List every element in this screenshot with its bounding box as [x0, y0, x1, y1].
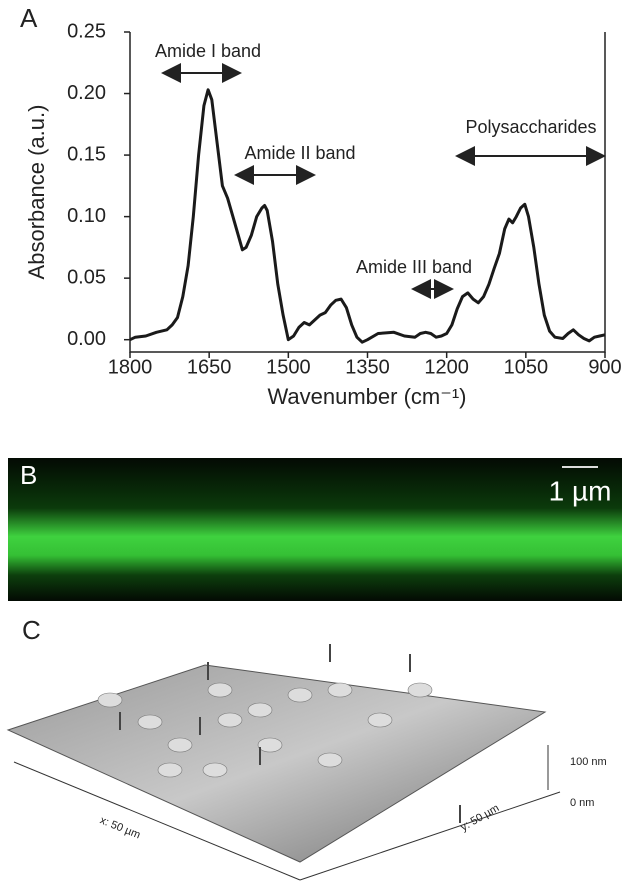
- afm-peak: [257, 737, 283, 753]
- afm-surface: [6, 664, 547, 863]
- afm-peak: [97, 692, 123, 708]
- x-tick-label: 1200: [424, 356, 469, 378]
- afm-peak: [407, 682, 433, 698]
- x-tick-label: 1050: [504, 356, 549, 378]
- x-tick-label: 1650: [187, 356, 232, 378]
- afm-peak: [247, 702, 273, 718]
- annotation: Polysaccharides: [465, 117, 596, 137]
- afm-features: [97, 644, 461, 823]
- afm-peak: [167, 737, 193, 753]
- annotations: Amide I band Amide II band Amide III band P…: [155, 41, 606, 299]
- afm-peak: [137, 714, 163, 730]
- annotation: Amide I band: [155, 41, 261, 61]
- afm-peak: [287, 687, 313, 703]
- y-axis-label: y: 50 µm: [459, 802, 502, 834]
- spectrum-line: [129, 88, 606, 344]
- x-tick-label: 1500: [266, 356, 311, 378]
- afm-peak: [157, 762, 183, 778]
- afm-peak: [217, 712, 243, 728]
- afm-peak: [317, 752, 343, 768]
- scale-bar-label: 1 µm: [549, 475, 612, 506]
- panel-label: A: [20, 3, 38, 33]
- z-tick-label: 100 nm: [570, 756, 607, 768]
- x-axis-label: x: 50 µm: [98, 814, 142, 841]
- fluorescence-image: [8, 458, 622, 601]
- x-tick-label: 1800: [108, 356, 153, 378]
- x-axis-line: [13, 761, 301, 881]
- y-tick-label: 0.00: [67, 328, 106, 350]
- panel-label: C: [22, 615, 41, 645]
- y-tick-label: 0.10: [67, 205, 106, 227]
- y-axis-label: Absorbance (a.u.): [24, 105, 49, 280]
- y-tick-label: 0.05: [67, 266, 106, 288]
- x-tick-label: 1350: [345, 356, 390, 378]
- panel-label: B: [20, 460, 37, 490]
- y-tick-label: 0.25: [67, 20, 106, 42]
- y-tick-label: 0.15: [67, 143, 106, 165]
- y-tick-label: 0.20: [67, 82, 106, 104]
- z-tick-label: 0 nm: [570, 797, 594, 809]
- annotation: Amide II band: [244, 143, 355, 163]
- x-tick-label: 900: [588, 356, 621, 378]
- y-axis-line: [299, 791, 561, 881]
- afm-peak: [327, 682, 353, 698]
- afm-peak: [207, 682, 233, 698]
- afm-peak: [202, 762, 228, 778]
- axes-frame: [129, 32, 606, 353]
- annotation: Amide III band: [356, 257, 472, 277]
- afm-peak: [367, 712, 393, 728]
- x-axis-label: Wavenumber (cm⁻¹): [267, 384, 466, 409]
